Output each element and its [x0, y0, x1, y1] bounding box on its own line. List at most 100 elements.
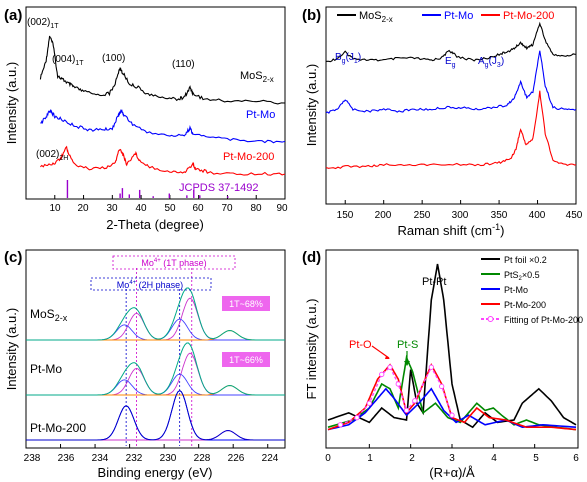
- panel-d-tickmarks: [368, 444, 536, 448]
- panel-a-annotation: (002)2H: [36, 149, 68, 162]
- fit-marker: [395, 381, 401, 387]
- fit-component: [26, 373, 285, 396]
- series-line: [325, 21, 577, 63]
- panel-d-xtick: 6: [573, 453, 579, 464]
- fit-marker: [387, 364, 393, 370]
- panel-a-xtick: 60: [192, 203, 204, 214]
- series-line: [40, 108, 286, 144]
- panel-c-reference-lines: [125, 268, 193, 446]
- series-line: [40, 145, 286, 176]
- panel-b-curves: [325, 21, 577, 170]
- panel-d-annotation: Pt-S: [397, 339, 418, 351]
- panel-a-xtick: 20: [77, 203, 89, 214]
- panel-a-reference-sticks: [66, 180, 229, 198]
- fit-marker: [428, 364, 434, 370]
- panel-d-letter: (d): [302, 249, 321, 266]
- panel-a-annotation: (100): [102, 53, 125, 64]
- panel-b-xtick: 450: [566, 210, 583, 221]
- panel-b-ylabel: Intensity (a.u.): [304, 64, 319, 146]
- panel-b-xtick: 300: [452, 210, 469, 221]
- panel-d-xtick: 1: [367, 453, 373, 464]
- panel-d-annotation: Pt-Pt: [422, 276, 446, 288]
- panel-b-xtick: 400: [529, 210, 546, 221]
- panel-a-ylabel: Intensity (a.u.): [4, 62, 19, 144]
- legend-label: Pt-Mo-200: [504, 300, 546, 310]
- panel-c-xtick: 238: [24, 453, 41, 464]
- panel-b: (b) 150 200 250 300 350 400 450 Raman sh…: [302, 6, 583, 238]
- panel-a-annotation: (002)1T: [27, 17, 59, 30]
- envelope-line: [26, 389, 285, 441]
- mo2h-label: Mo4+ (2H phase): [117, 280, 183, 290]
- phase-badge-text: 1T~66%: [229, 355, 263, 365]
- panel-d-xtick: 2: [409, 453, 415, 464]
- fit-component: [26, 324, 285, 341]
- panel-b-tickmarks: [344, 200, 539, 204]
- panel-a-xtick: 50: [164, 203, 176, 214]
- panel-c-xticks: 238 236 234 232 230 228 226 224: [24, 453, 279, 464]
- panel-a-xticks: 10 20 30 40 50 60 70 80 90: [49, 203, 288, 214]
- panel-c-letter: (c): [4, 249, 22, 266]
- panel-c-xtick: 230: [160, 453, 177, 464]
- panel-c-xtick: 224: [262, 453, 279, 464]
- phase-badge: [222, 352, 270, 367]
- panel-a-annotation: (110): [172, 59, 195, 70]
- fit-marker: [337, 422, 344, 428]
- panel-c-tickmarks: [60, 444, 269, 448]
- phase-badge-text: 1T~68%: [229, 299, 263, 309]
- panel-c-xlabel: Binding energy (eV): [98, 465, 213, 480]
- panel-c-xtick: 232: [126, 453, 143, 464]
- panel-a-curve-label: Pt-Mo-200: [223, 151, 274, 163]
- panel-d-xtick: 0: [325, 453, 331, 464]
- panel-d: (d) 0 1 2 3 4 5 6 (R+α)/Å FT intensity (…: [302, 249, 583, 480]
- sample-label: Pt-Mo: [30, 362, 62, 376]
- envelope-line: [26, 342, 285, 396]
- panel-a: (a) 10 20 30 40 50 60 70 80 90 2-Theta (…: [4, 6, 288, 232]
- panel-b-annotation: Eg: [445, 56, 456, 69]
- panel-a-letter: (a): [4, 7, 22, 24]
- panel-d-xtick: 4: [491, 453, 497, 464]
- panel-a-xlabel: 2-Theta (degree): [106, 217, 204, 232]
- phase-badge: [222, 296, 270, 311]
- legend-label: Pt-Mo-200: [503, 10, 554, 22]
- fit-marker: [412, 398, 418, 404]
- panel-a-reference-label: JCPDS 37-1492: [179, 182, 259, 194]
- pt-o-arrow: [371, 345, 390, 359]
- panel-b-legend: MoS2-x Pt-Mo Pt-Mo-200: [337, 10, 554, 24]
- fit-marker: [379, 371, 385, 378]
- series-line: [327, 263, 577, 429]
- fit-component: [26, 379, 285, 396]
- panel-d-legend: Pt foil ×0.2 PtS2×0.5 Pt-Mo Pt-Mo-200 Fi…: [481, 255, 583, 325]
- panel-c-ylabel: Intensity (a.u.): [4, 308, 19, 390]
- series-line: [325, 90, 577, 170]
- series-line: [327, 387, 577, 431]
- panel-b-xticks: 150 200 250 300 350 400 450: [337, 210, 583, 221]
- panel-a-frame: [25, 6, 286, 200]
- mo1t-label: Mo4+ (1T phase): [141, 258, 206, 268]
- envelope-line: [26, 287, 285, 341]
- panel-b-xtick: 350: [491, 210, 508, 221]
- panel-a-curve-label: Pt-Mo: [246, 109, 275, 121]
- mo1t-bracket: [112, 255, 236, 270]
- panel-b-annotation: Ag(J3): [478, 56, 504, 69]
- fit-marker: [366, 400, 372, 406]
- panel-c-xtick: 234: [92, 453, 109, 464]
- fit-marker: [354, 414, 360, 421]
- legend-label: Pt-Mo: [444, 10, 473, 22]
- sample-label: Pt-Mo-200: [30, 421, 86, 435]
- legend-label: PtS2×0.5: [504, 270, 540, 282]
- panel-a-xtick: 80: [250, 203, 262, 214]
- series-line: [327, 362, 577, 431]
- panel-d-xtick: 5: [533, 453, 539, 464]
- panel-a-xtick: 10: [49, 203, 61, 214]
- panel-b-xlabel: Raman shift (cm-1): [398, 222, 505, 238]
- panel-d-xtick: 3: [449, 453, 455, 464]
- panel-b-xtick: 150: [337, 210, 354, 221]
- panel-c: (c) 238 236 234 232 230 228 226 224 Bind…: [4, 249, 286, 480]
- panel-b-annotation: Bg(J1): [335, 52, 361, 65]
- mo2h-bracket: [90, 277, 212, 291]
- series-line: [325, 50, 577, 114]
- legend-label: Pt foil ×0.2: [504, 255, 547, 265]
- legend-marker: [487, 316, 494, 322]
- pt-o-arrowhead: [385, 356, 390, 359]
